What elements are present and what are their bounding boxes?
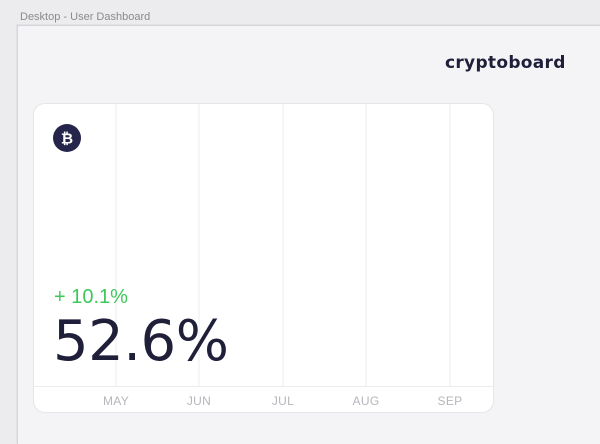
svg-text:₿: ₿ [61, 130, 73, 148]
brand-logo[interactable]: cryptoboard [445, 53, 566, 73]
month-label-may: MAY [102, 394, 129, 408]
month-label-sep: SEP [437, 394, 463, 408]
coin-chart-card[interactable]: ₿ + 10.1% 52.6% MAY JUN JUL AUG SEP [33, 103, 494, 413]
dashboard-artboard: cryptoboard ₿ + 10.1% 52.6% MAY JUN JUL … [17, 25, 600, 444]
bitcoin-icon[interactable]: ₿ [53, 124, 81, 152]
change-percent: + 10.1% [54, 286, 128, 308]
x-axis-line [34, 386, 493, 387]
month-label-jun: JUN [186, 394, 212, 408]
month-label-jul: JUL [271, 394, 295, 408]
main-value: 52.6% [53, 309, 229, 374]
month-label-aug: AUG [352, 394, 380, 408]
chart-gridlines [115, 104, 451, 386]
frame-title: Desktop - User Dashboard [20, 11, 151, 23]
